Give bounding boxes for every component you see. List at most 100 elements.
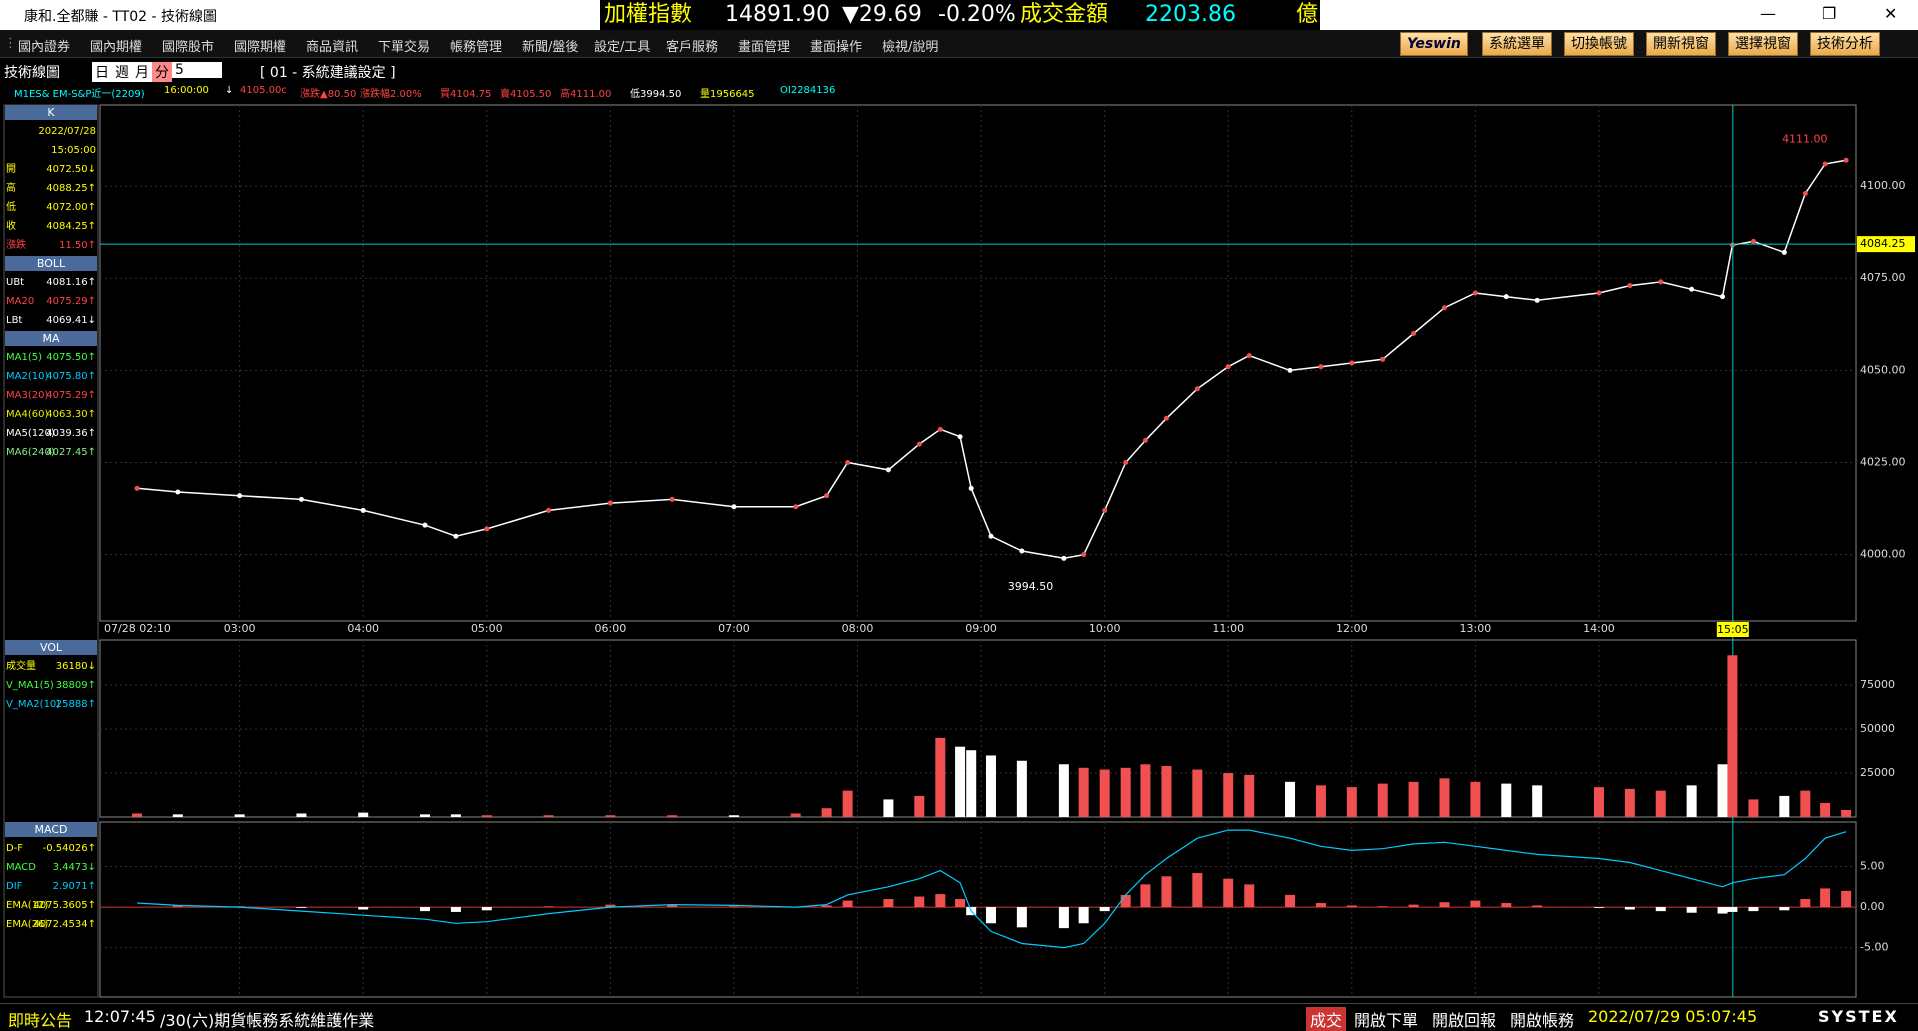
info-label: V_MA1(5) bbox=[6, 680, 54, 691]
info-value: 2022/07/28 bbox=[38, 126, 96, 137]
info-label: MACD bbox=[6, 862, 36, 873]
macd-bar bbox=[1820, 888, 1831, 908]
toolbar-button[interactable]: 選擇視窗 bbox=[1728, 32, 1798, 56]
minimize[interactable]: — bbox=[1760, 4, 1776, 23]
info-value: 15:05:00 bbox=[51, 145, 96, 156]
close[interactable]: ✕ bbox=[1884, 4, 1898, 23]
volume-bar bbox=[1078, 767, 1089, 817]
macd-bar bbox=[1315, 903, 1326, 908]
menu-item[interactable]: 下單交易 bbox=[378, 40, 431, 55]
menu-item[interactable]: 畫面管理 bbox=[738, 40, 791, 55]
volume-bar bbox=[883, 799, 894, 817]
macd-bar bbox=[1655, 907, 1666, 912]
price-point bbox=[607, 500, 613, 506]
x-tick-label: 04:00 bbox=[347, 622, 379, 635]
info-value: 4072.4534↑ bbox=[34, 919, 96, 930]
info-label: 高 bbox=[6, 181, 16, 194]
quote-line: M1ES& EM-S&P近一(2209) 16:00:00 ↓ 4105.00c 漲跌▲… bbox=[0, 83, 1918, 100]
info-value: 4075.29↑ bbox=[46, 390, 96, 401]
price-point bbox=[1246, 353, 1252, 359]
toolbar-button[interactable]: 切換帳號 bbox=[1564, 32, 1634, 56]
period[interactable]: 分 bbox=[152, 62, 172, 82]
x-tick-label: 13:00 bbox=[1460, 622, 1492, 635]
info-label: 成交量 bbox=[6, 659, 36, 672]
y-tick-label: 4000.00 bbox=[1860, 548, 1906, 561]
price-point bbox=[1627, 283, 1633, 289]
status-datetime: 2022/07/29 05:07:45 bbox=[1588, 1007, 1758, 1026]
status-button[interactable]: 開啟回報 bbox=[1432, 1011, 1497, 1030]
price-point bbox=[546, 507, 552, 513]
volume-bar bbox=[728, 815, 739, 817]
price-point bbox=[175, 489, 181, 495]
info-label: EMA(12) bbox=[6, 900, 48, 911]
menu-item[interactable]: 新聞/盤後 bbox=[522, 40, 579, 55]
quote-field: 高4111.00 bbox=[560, 89, 612, 100]
menu-item[interactable]: 商品資訊 bbox=[306, 40, 359, 55]
volume-bar bbox=[1140, 764, 1151, 817]
toolbar-button[interactable]: 技術分析 bbox=[1810, 32, 1880, 56]
info-label: D-F bbox=[6, 843, 23, 854]
y-tick-label: 4100.00 bbox=[1860, 179, 1906, 192]
y-tick-label: 4075.00 bbox=[1860, 271, 1906, 284]
price-point bbox=[1349, 360, 1355, 366]
menu-item[interactable]: 客戶服務 bbox=[666, 40, 719, 55]
panel-header bbox=[5, 822, 97, 837]
panel-header-label: K bbox=[47, 106, 55, 119]
status-button[interactable]: 開啟下單 bbox=[1354, 1011, 1419, 1030]
quote-field: 買4104.75 bbox=[440, 89, 492, 100]
price-point bbox=[957, 434, 963, 440]
window-title: 康和.全都賺 - TT02 - 技術線圖 bbox=[24, 9, 218, 25]
x-tick-label: 03:00 bbox=[224, 622, 256, 635]
menu-item[interactable]: 畫面操作 bbox=[810, 40, 863, 55]
toolbar-button[interactable]: Yeswin bbox=[1400, 32, 1468, 56]
panel-frame bbox=[99, 821, 1857, 998]
interval[interactable]: 5 bbox=[172, 62, 222, 78]
period[interactable]: 月 bbox=[132, 62, 152, 82]
info-value: 4039.36↑ bbox=[46, 428, 96, 439]
setting[interactable]: [ 01 - 系統建議設定 ] bbox=[260, 65, 396, 81]
volume-bar bbox=[1285, 781, 1296, 817]
macd-bar bbox=[1377, 906, 1388, 908]
price-point bbox=[988, 533, 994, 539]
menu-item[interactable]: 設定/工具 bbox=[594, 40, 651, 55]
x-tick-label: 14:00 bbox=[1583, 622, 1615, 635]
macd-bar bbox=[1285, 894, 1296, 908]
macd-bar bbox=[543, 906, 554, 908]
toolbar-button[interactable]: 系統選單 bbox=[1482, 32, 1552, 56]
macd-bar bbox=[955, 898, 966, 908]
menu-item[interactable]: 國內期權 bbox=[90, 40, 143, 55]
price-point bbox=[1802, 190, 1808, 196]
volume-bar bbox=[914, 795, 925, 817]
macd-bar bbox=[358, 907, 369, 910]
menu-item[interactable]: 檢視/說明 bbox=[882, 40, 939, 55]
menu-item[interactable]: 國內證券 bbox=[18, 40, 71, 55]
period[interactable]: 日 bbox=[92, 62, 112, 82]
macd-bar bbox=[1501, 903, 1512, 908]
menu-item[interactable]: 國際股市 bbox=[162, 40, 215, 55]
quote-field: 低3994.50 bbox=[630, 89, 682, 100]
macd-bar bbox=[935, 894, 946, 908]
info-value: 4084.25↑ bbox=[46, 221, 96, 232]
price-point bbox=[1534, 297, 1540, 303]
y-tick-label: 5.00 bbox=[1860, 860, 1885, 873]
menu-item[interactable]: 帳務管理 bbox=[450, 40, 503, 55]
notice-time: 12:07:45 bbox=[84, 1007, 156, 1026]
menu-item[interactable]: 國際期權 bbox=[234, 40, 287, 55]
price-point bbox=[453, 533, 459, 539]
ticker: 加權指數 14891.90 ▼29.69 -0.20% 成交金額 2203.86… bbox=[600, 0, 1320, 30]
macd-bar bbox=[1717, 907, 1728, 914]
period[interactable]: 週 bbox=[112, 62, 132, 82]
status-button[interactable]: 開啟帳務 bbox=[1510, 1011, 1575, 1030]
macd-bar bbox=[1078, 907, 1089, 924]
cursor-tag bbox=[1716, 622, 1749, 637]
price-point bbox=[793, 504, 799, 510]
volume-bar bbox=[1748, 799, 1759, 817]
restore[interactable]: ❐ bbox=[1822, 4, 1837, 23]
volume-bar bbox=[234, 814, 245, 817]
menu-bar: ⋮ 國內證券 國內期權 國際股市 國際期權 商品資訊 下單交易 帳務管理 新聞/盤後 設定/工具客… bbox=[0, 30, 1918, 58]
macd-bar bbox=[605, 904, 616, 908]
volume-bar bbox=[1099, 769, 1110, 817]
toolbar-button[interactable]: 開新視窗 bbox=[1646, 32, 1716, 56]
price-point bbox=[298, 496, 304, 502]
macd-bar bbox=[1244, 884, 1255, 908]
